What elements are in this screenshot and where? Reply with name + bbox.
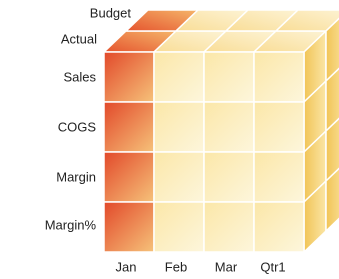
layer-label: Budget [90, 5, 132, 20]
layer-label: Actual [61, 31, 97, 46]
front-cell [204, 102, 254, 152]
front-cell [154, 52, 204, 102]
front-cell [104, 202, 154, 252]
front-cell [254, 102, 304, 152]
row-label: Margin [56, 169, 96, 184]
row-label: Sales [63, 69, 96, 84]
front-cell [254, 202, 304, 252]
column-label: Jan [116, 259, 137, 274]
front-cell [204, 152, 254, 202]
column-label: Qtr1 [260, 259, 285, 274]
cube-cells [104, 10, 339, 252]
front-cell [204, 52, 254, 102]
front-cell [154, 202, 204, 252]
front-cell [104, 102, 154, 152]
cube-diagram: Budget Actual Sales COGS Margin Margin% … [0, 0, 339, 279]
row-label: Margin% [45, 217, 97, 232]
front-cell [104, 52, 154, 102]
front-cell [254, 152, 304, 202]
row-label: COGS [58, 119, 97, 134]
front-cell [154, 152, 204, 202]
front-cell [154, 102, 204, 152]
front-cell [104, 152, 154, 202]
front-cell [254, 52, 304, 102]
column-label: Mar [215, 259, 238, 274]
front-cell [204, 202, 254, 252]
column-label: Feb [165, 259, 187, 274]
